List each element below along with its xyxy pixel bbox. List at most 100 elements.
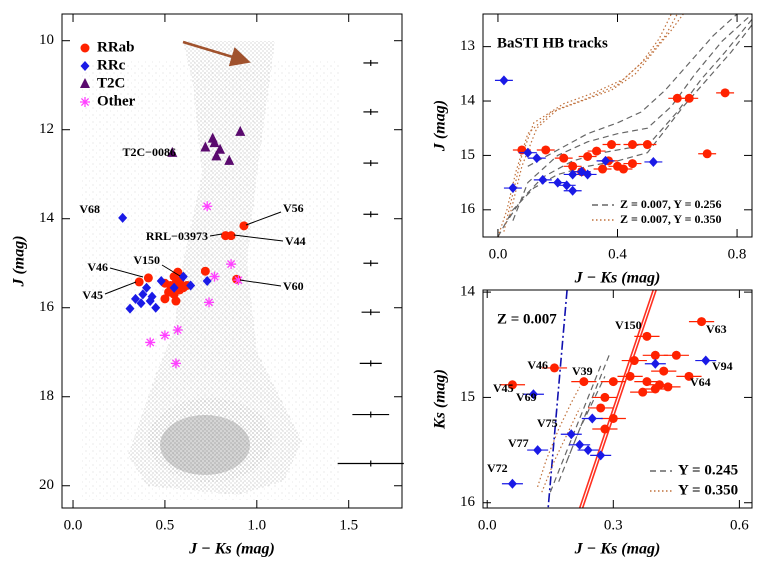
point: [528, 389, 538, 400]
leader-line: [161, 264, 181, 277]
point: [160, 294, 170, 304]
point: [559, 153, 569, 163]
point: [553, 177, 563, 188]
point: [211, 150, 222, 161]
track: [497, 14, 752, 237]
point: [167, 146, 178, 157]
star-label: V68: [79, 202, 100, 216]
y-tick-label: 20: [39, 477, 54, 493]
star-label: V63: [706, 322, 727, 336]
star-label: V64: [690, 375, 711, 389]
legend-label: Other: [97, 93, 136, 109]
point: [566, 429, 576, 440]
legend-label: Y = 0.245: [678, 462, 738, 478]
x-tick-label: 0.6: [730, 517, 749, 533]
point: [532, 153, 542, 164]
x-tick-label: 0.3: [604, 517, 623, 533]
axes-frame: [61, 13, 403, 509]
point: [239, 221, 249, 231]
leader-line: [233, 234, 284, 242]
point: [147, 291, 157, 302]
point: [173, 267, 183, 277]
point: [136, 298, 146, 309]
point: [720, 88, 730, 98]
point: [131, 293, 141, 304]
point: [507, 478, 517, 489]
track: [537, 386, 581, 493]
star-label: V39: [572, 364, 593, 378]
point: [592, 146, 602, 156]
star-label: V75: [537, 416, 558, 430]
y-tick-label: 16: [460, 494, 476, 510]
point: [627, 159, 637, 169]
point: [538, 174, 548, 185]
star-label: V46: [527, 358, 548, 372]
point: [702, 149, 712, 159]
point: [600, 392, 610, 402]
point: [600, 424, 610, 434]
point: [541, 145, 551, 155]
point: [226, 231, 236, 241]
y-tick-label: 15: [460, 389, 475, 405]
point: [200, 266, 210, 276]
reference-line: [581, 290, 657, 508]
y-tick-label: 16: [460, 201, 476, 217]
y-axis-label: Ks (mag): [432, 369, 449, 430]
point: [171, 296, 181, 306]
legend-label: Z = 0.007, Y = 0.350: [620, 212, 721, 226]
legend-marker: [80, 61, 90, 71]
legend-label: RRc: [97, 57, 126, 73]
reference-line: [547, 290, 568, 508]
point: [596, 403, 606, 413]
point: [672, 93, 682, 103]
point: [226, 259, 237, 270]
point: [202, 276, 212, 287]
point: [209, 137, 220, 148]
star-label: V45: [493, 381, 514, 395]
x-axis-label: J − Ks (mag): [574, 541, 661, 558]
point: [598, 164, 608, 174]
point: [508, 183, 518, 194]
legend-label: T2C: [97, 75, 125, 91]
point: [118, 212, 128, 223]
point: [145, 337, 156, 348]
star-label: V72: [487, 461, 508, 475]
point: [186, 280, 196, 291]
reference-line: [578, 290, 654, 508]
point: [215, 143, 226, 154]
y-tick-label: 18: [39, 388, 54, 404]
track: [497, 14, 684, 237]
point: [587, 413, 597, 424]
point: [697, 317, 707, 327]
x-tick-label: 0.8: [728, 246, 747, 262]
point: [202, 201, 213, 212]
x-axis-label: J − Ks (mag): [574, 270, 661, 287]
point: [138, 289, 148, 300]
y-axis-label: J (mag): [432, 100, 449, 152]
point: [579, 377, 589, 387]
legend-label: Z = 0.007, Y = 0.256: [620, 197, 721, 211]
point: [169, 282, 179, 293]
point: [568, 161, 578, 171]
legend-label: Y = 0.350: [678, 482, 738, 498]
y-tick-label: 14: [39, 210, 55, 226]
point: [151, 302, 161, 313]
point: [159, 330, 170, 341]
star-label: V60: [283, 279, 304, 293]
point: [125, 303, 135, 314]
point: [627, 140, 637, 150]
x-tick-label: 1.5: [339, 517, 358, 533]
track: [549, 355, 610, 493]
point: [663, 382, 673, 392]
point: [562, 180, 572, 191]
point: [200, 141, 211, 152]
star-label: V69: [516, 390, 537, 404]
plot-area: [494, 14, 752, 237]
point: [533, 445, 543, 456]
legend-marker: [80, 78, 90, 88]
legend-marker: [80, 97, 90, 107]
point: [684, 93, 694, 103]
point: [583, 152, 593, 162]
panel-title: BaSTI HB tracks: [497, 35, 608, 51]
